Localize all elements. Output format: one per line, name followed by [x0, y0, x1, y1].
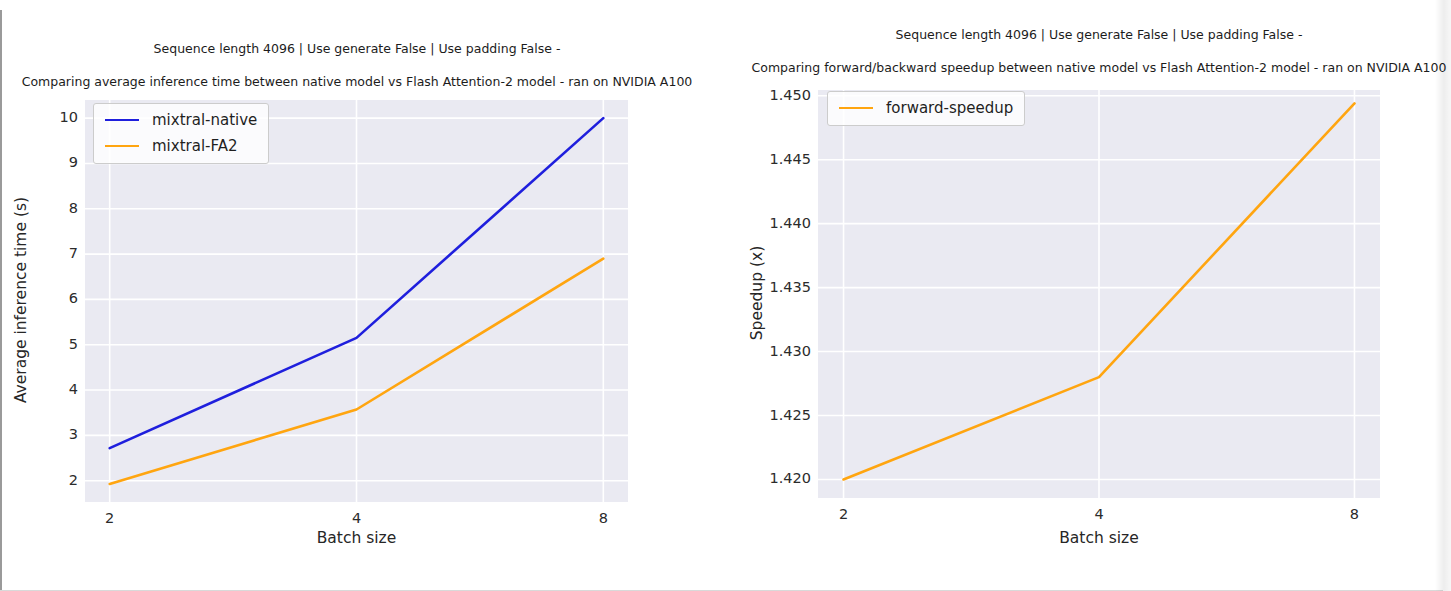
legend-item: mixtral-native — [105, 111, 257, 130]
plot-area: mixtral-native mixtral-FA2 — [85, 100, 628, 502]
y-tick-label: 1.450 — [731, 87, 811, 103]
legend-label: mixtral-native — [152, 111, 257, 130]
y-tick-label: 1.420 — [731, 470, 811, 486]
legend-line-swatch — [839, 107, 873, 109]
legend-line-swatch — [105, 119, 139, 121]
y-tick-label: 1.440 — [731, 215, 811, 231]
x-tick-label: 8 — [573, 510, 633, 526]
legend-item: mixtral-FA2 — [105, 137, 257, 156]
y-tick-label: 1.445 — [731, 151, 811, 167]
y-tick-label: 1.425 — [731, 407, 811, 423]
plot-svg — [818, 90, 1380, 498]
plot-area: forward-speedup — [818, 90, 1380, 498]
legend-label: forward-speedup — [886, 99, 1013, 118]
y-tick-label: 4 — [0, 381, 78, 397]
y-tick-label: 7 — [0, 245, 78, 261]
x-tick-label: 2 — [80, 510, 140, 526]
figure-canvas: Sequence length 4096 | Use generate Fals… — [0, 0, 1451, 591]
x-axis-label: Batch size — [818, 529, 1380, 547]
y-tick-label: 1.430 — [731, 343, 811, 359]
y-tick-label: 6 — [0, 290, 78, 306]
y-tick-label: 2 — [0, 472, 78, 488]
chart-suptitle: Sequence length 4096 | Use generate Fals… — [599, 27, 1451, 42]
y-tick-label: 10 — [0, 109, 78, 125]
y-tick-label: 8 — [0, 200, 78, 216]
x-tick-label: 2 — [814, 506, 874, 522]
x-tick-label: 4 — [1069, 506, 1129, 522]
y-tick-label: 3 — [0, 426, 78, 442]
y-tick-label: 1.435 — [731, 279, 811, 295]
x-axis-label: Batch size — [85, 529, 628, 547]
x-tick-label: 8 — [1324, 506, 1384, 522]
legend-line-swatch — [105, 145, 139, 147]
chart-title: Comparing forward/backward speedup betwe… — [599, 60, 1451, 75]
legend-item: forward-speedup — [839, 99, 1013, 118]
legend: mixtral-native mixtral-FA2 — [93, 103, 269, 164]
y-tick-label: 5 — [0, 336, 78, 352]
chart-suptitle: Sequence length 4096 | Use generate Fals… — [0, 41, 857, 56]
y-tick-label: 9 — [0, 154, 78, 170]
x-tick-label: 4 — [327, 510, 387, 526]
chart-title: Comparing average inference time between… — [0, 74, 857, 89]
page-edge-shadow-right — [1435, 0, 1451, 591]
legend-label: mixtral-FA2 — [152, 137, 238, 156]
legend: forward-speedup — [827, 91, 1025, 126]
